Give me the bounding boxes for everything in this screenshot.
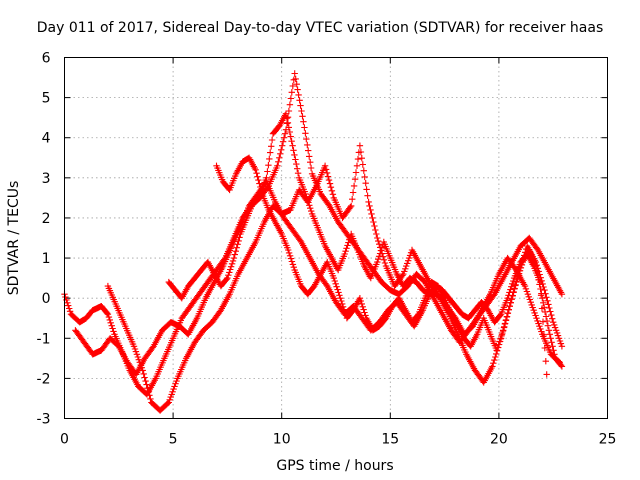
chart-title: Day 011 of 2017, Sidereal Day-to-day VTE… xyxy=(37,20,604,36)
x-tick-label: 15 xyxy=(381,432,399,448)
y-tick-label: 3 xyxy=(42,171,51,187)
y-tick-label: -2 xyxy=(37,371,51,387)
y-tick-label: -3 xyxy=(37,412,51,428)
x-tick-label: 0 xyxy=(60,432,69,448)
y-axis-label: SDTVAR / TECUs xyxy=(6,181,22,296)
plot-frame xyxy=(64,57,608,419)
y-tick-label: 6 xyxy=(42,51,51,67)
data-series-group xyxy=(61,70,566,414)
x-axis-label: GPS time / hours xyxy=(276,458,393,474)
y-tick-label: 4 xyxy=(42,131,51,147)
y-axis-ticks: -3 -2 -1 0 1 2 3 4 5 6 xyxy=(37,51,608,428)
y-tick-label: -1 xyxy=(37,331,51,347)
y-tick-label: 0 xyxy=(42,291,51,307)
x-tick-label: 20 xyxy=(490,432,508,448)
x-tick-label: 5 xyxy=(169,432,178,448)
y-tick-label: 2 xyxy=(42,211,51,227)
y-tick-label: 5 xyxy=(42,91,51,107)
x-tick-label: 10 xyxy=(273,432,291,448)
data-series-5 xyxy=(165,110,550,378)
x-tick-label: 25 xyxy=(599,432,617,448)
y-tick-label: 1 xyxy=(42,251,51,267)
